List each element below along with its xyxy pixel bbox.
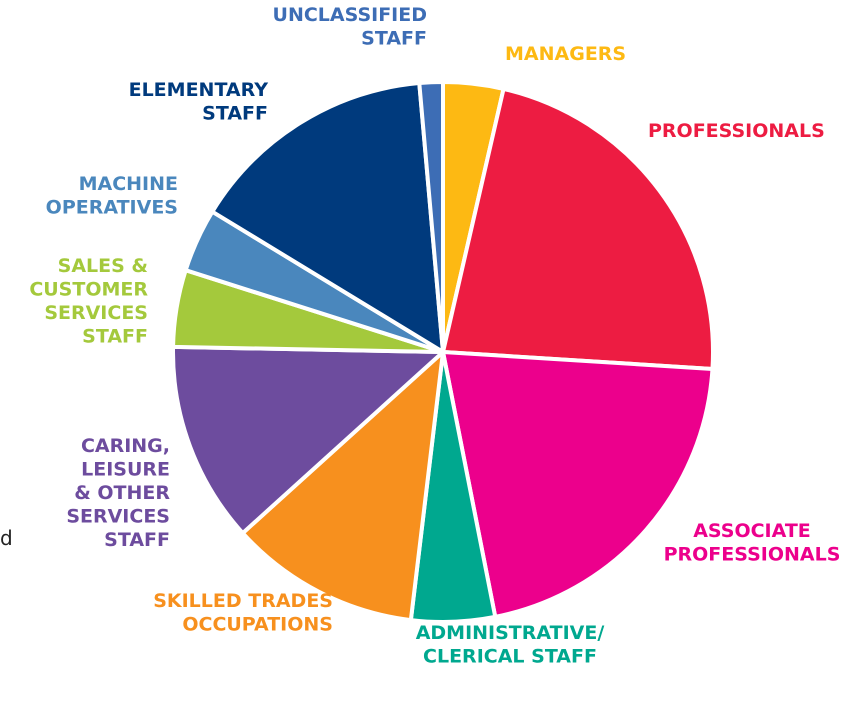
pie-slice: [441, 86, 715, 371]
cropped-text: d: [0, 526, 13, 550]
slice-label: SKILLED TRADES OCCUPATIONS: [153, 590, 333, 636]
slice-label: ELEMENTARY STAFF: [129, 79, 269, 125]
pie-slice: [171, 344, 445, 536]
slice-label: SALES & CUSTOMER SERVICES STAFF: [29, 255, 148, 348]
pie-slice: [210, 81, 445, 354]
pie-slice: [441, 350, 715, 619]
pie-slice: [417, 80, 445, 354]
slice-label: ASSOCIATE PROFESSIONALS: [664, 520, 841, 566]
slice-label: ADMINISTRATIVE/CLERICAL STAFF: [416, 622, 605, 668]
slice-label: MANAGERS: [505, 43, 626, 65]
slice-label: CARING, LEISURE & OTHER SERVICES STAFF: [66, 435, 170, 551]
pie-slice: [240, 350, 445, 623]
slice-label: PROFESSIONALS: [648, 120, 825, 142]
slice-label: MACHINE OPERATIVES: [46, 173, 178, 219]
slice-label: UNCLASSIFIED STAFF: [273, 4, 427, 50]
